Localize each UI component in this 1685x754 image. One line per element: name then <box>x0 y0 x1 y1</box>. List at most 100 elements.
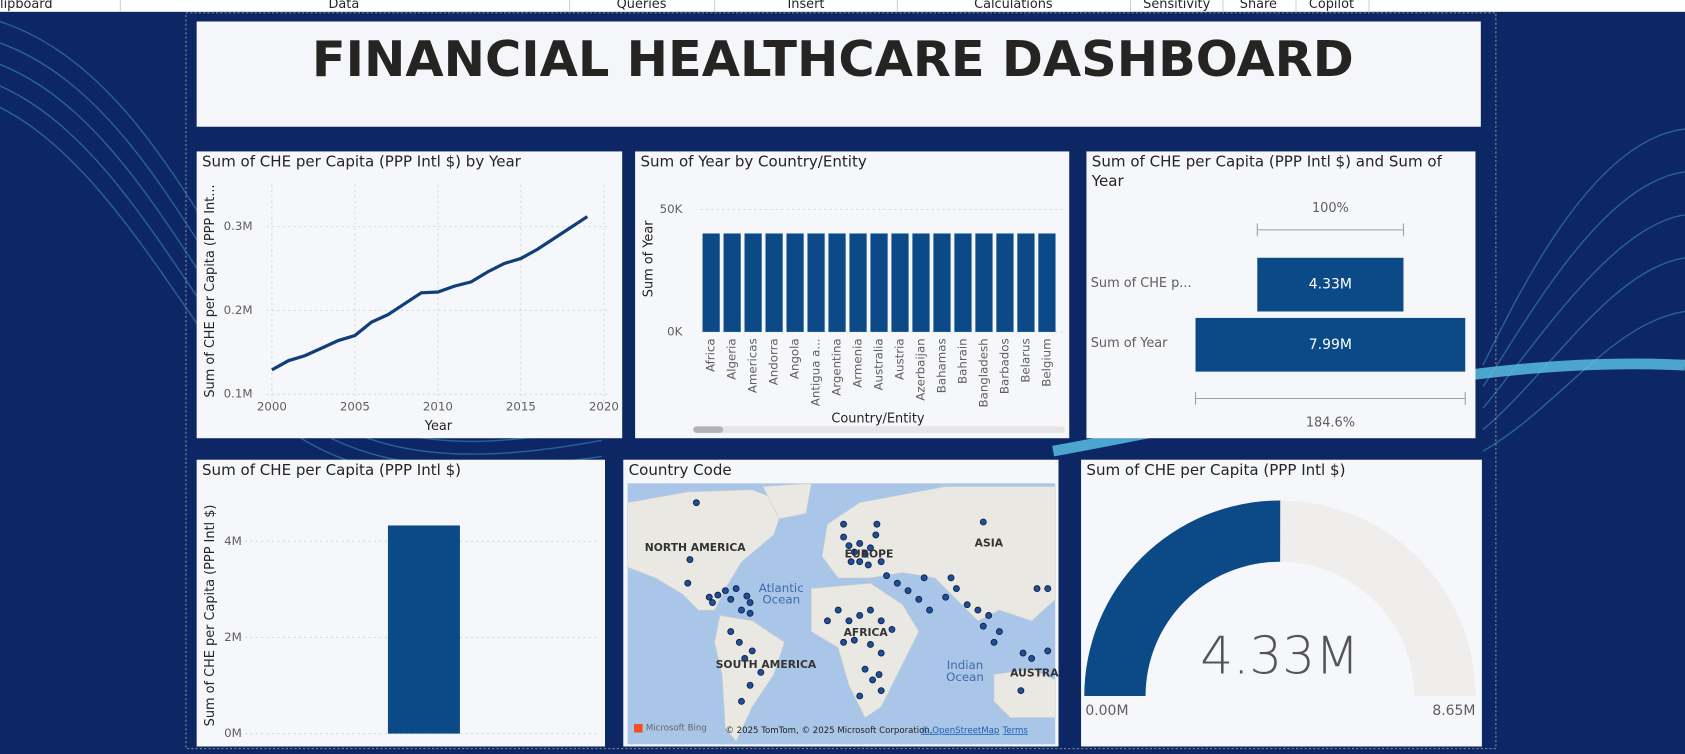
bar <box>387 525 460 734</box>
y-tick-label: 50K <box>660 202 683 216</box>
map-point <box>746 599 754 606</box>
x-axis-label: Country/Entity <box>831 411 924 426</box>
y-tick-label: 2M <box>224 630 242 644</box>
map-attribution: © 2025 TomTom, © 2025 Microsoft Corporat… <box>725 726 932 736</box>
x-tick-label: Belarus <box>1018 338 1032 382</box>
map-point <box>732 585 740 593</box>
map-point <box>952 585 960 593</box>
map-point <box>872 531 880 539</box>
x-tick-label: 2015 <box>506 400 536 414</box>
bar <box>807 233 825 332</box>
single-bar-panel: Sum of CHE per Capita (PPP Intl $) 0M 2M 4… <box>196 459 606 747</box>
map-link[interactable]: Terms <box>1002 726 1029 736</box>
map-label-box: NORTH AMERICA <box>644 542 746 555</box>
map-point <box>873 520 881 528</box>
map-label: AFRICA <box>843 627 888 640</box>
bar <box>1038 233 1056 332</box>
value-label: 7.99M <box>1309 337 1352 353</box>
map-point <box>990 638 998 646</box>
map-point <box>1044 647 1052 655</box>
x-tick-label: Andorra <box>767 338 781 385</box>
map-label-box: Atlantic Ocean <box>759 582 804 606</box>
line-panel: Sum of CHE per Capita (PPP Intl $) by Ye… <box>196 151 623 439</box>
map-point <box>834 606 842 614</box>
map-label: Indian Ocean <box>946 659 984 685</box>
map-point <box>867 641 874 648</box>
map-point <box>757 668 765 676</box>
map-label: ASIA <box>974 538 1004 550</box>
bar <box>702 233 720 332</box>
map-point <box>856 612 864 619</box>
map-point <box>904 587 912 595</box>
x-tick-label: 2020 <box>589 400 619 414</box>
ribbon-tab: Calculations <box>974 0 1053 12</box>
x-tick-label: Angola <box>788 338 802 379</box>
map-point <box>845 617 853 625</box>
map-point <box>864 561 872 569</box>
map-link[interactable]: © OpenStreetMap <box>921 726 999 736</box>
map-point <box>684 579 692 587</box>
scrollbar-thumb <box>693 426 724 433</box>
bar <box>723 233 741 332</box>
x-tick-label: Barbados <box>997 338 1011 394</box>
bing-logo-icon <box>634 723 643 733</box>
map-point <box>743 592 751 600</box>
map-point <box>869 676 877 684</box>
percent-label: 184.6% <box>1306 416 1355 431</box>
x-tick-label: Bangladesh <box>976 338 990 407</box>
map-point <box>888 625 896 633</box>
x-tick-label: Azerbaijan <box>914 338 928 400</box>
panel-title: Sum of CHE per Capita (PPP Intl $) <box>202 461 461 479</box>
x-tick-label: 2000 <box>257 400 287 414</box>
bar <box>744 233 762 332</box>
category-label: Sum of Year <box>1091 336 1168 351</box>
map-point <box>692 499 700 507</box>
map-point <box>947 574 955 582</box>
map-point <box>979 518 987 526</box>
x-tick-label: Africa <box>704 338 718 372</box>
map-point <box>705 593 713 601</box>
dashboard-title: FINANCIAL HEALTHCARE DASHBOARD <box>312 30 1354 88</box>
panel-title: Sum of CHE per Capita (PPP Intl $) by Ye… <box>202 153 522 171</box>
map-land <box>627 483 1056 742</box>
map-point <box>985 612 993 619</box>
map-point <box>979 622 987 630</box>
map-point <box>1028 654 1036 662</box>
map-logo: Microsoft Bing <box>646 724 707 734</box>
map-point <box>847 558 855 566</box>
x-tick-label: 2010 <box>423 400 453 414</box>
map-label-box: EUROPE <box>844 548 894 561</box>
map-label-box: Indian Ocean <box>946 659 984 685</box>
map-point <box>877 617 885 625</box>
map-point <box>926 606 933 614</box>
map-label: NORTH AMERICA <box>644 542 746 555</box>
bar <box>912 233 930 332</box>
map-point <box>721 587 729 595</box>
x-tick-label: Australia <box>872 338 886 390</box>
panel-title: Country Code <box>629 461 732 479</box>
y-tick-label: 0.1M <box>224 387 253 401</box>
x-tick-label: Americas <box>746 338 760 393</box>
map-point <box>1019 649 1027 657</box>
gauge-value: 4.33M <box>1200 626 1359 686</box>
bar <box>975 233 993 332</box>
map-point <box>877 558 885 566</box>
funnel-panel: Sum of CHE per Capita (PPP Intl $) and S… <box>1086 151 1476 439</box>
map-point <box>861 665 869 673</box>
y-tick-label: 4M <box>224 534 242 548</box>
map-point <box>1044 585 1052 593</box>
map-point <box>738 697 745 705</box>
map-point <box>709 599 716 606</box>
bar <box>1017 233 1035 332</box>
map-point <box>867 606 874 614</box>
bar <box>996 233 1014 332</box>
map-label: EUROPE <box>844 548 894 561</box>
map-point <box>915 595 923 603</box>
x-tick-label: Argentina <box>830 338 844 396</box>
bar <box>765 233 783 332</box>
map-point <box>824 617 831 625</box>
map-point <box>974 606 982 614</box>
gauge-panel: Sum of CHE per Capita (PPP Intl $) 4.33M… <box>1081 459 1482 747</box>
map-point <box>727 595 735 603</box>
